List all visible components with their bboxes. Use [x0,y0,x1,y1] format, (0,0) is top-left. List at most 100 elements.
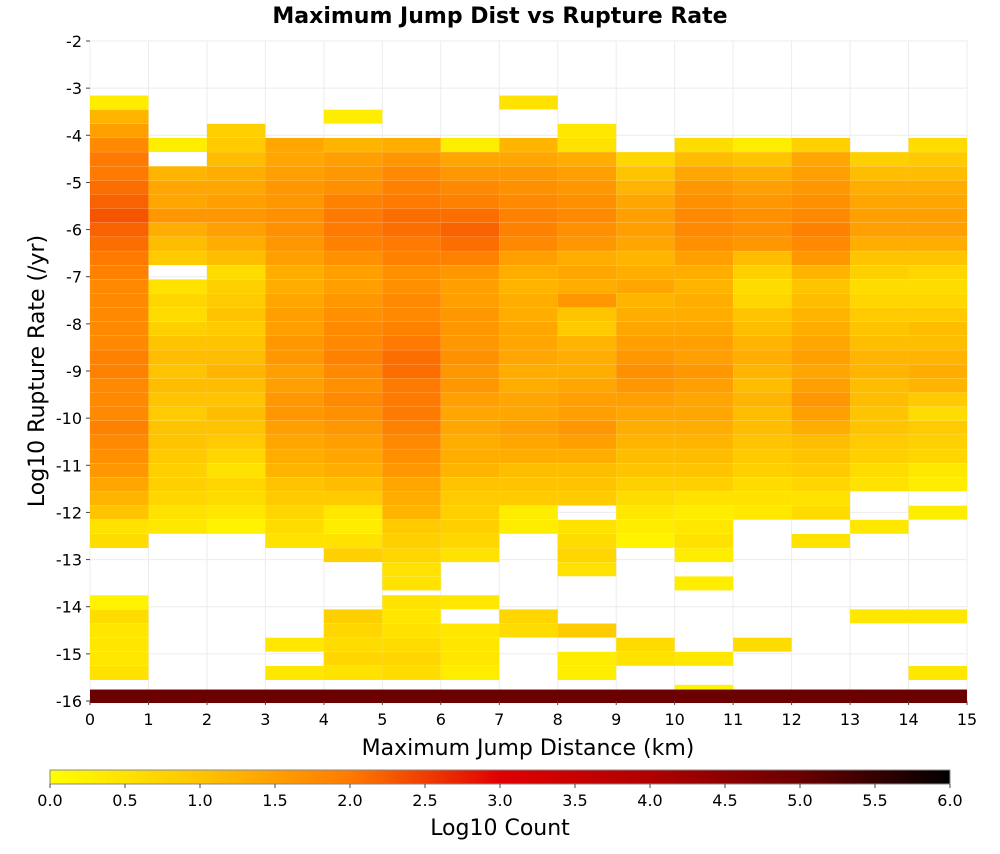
heatmap-cell [616,208,675,223]
heatmap-cell [265,236,324,251]
heatmap-cell [674,420,734,435]
heatmap-cell [323,505,383,520]
heatmap-cell [90,533,149,548]
heatmap-cell [499,406,558,421]
heatmap-cell [148,335,207,350]
heatmap-cell [206,166,266,181]
colorbar-tick-label: 1.0 [187,791,212,810]
heatmap-cell [323,420,383,435]
y-tick-label: -3 [66,79,82,98]
heatmap-cell [557,222,617,237]
heatmap-cell [499,335,558,350]
heatmap-cell [791,251,851,266]
heatmap-cell [148,434,207,449]
heatmap-cell [499,194,558,209]
heatmap-cell [323,406,383,421]
heatmap-cell [148,449,207,464]
heatmap-cell [499,463,558,478]
heatmap-cell [908,449,967,464]
heatmap-cell [908,194,967,209]
heatmap-cell [382,576,441,591]
heatmap-cell [733,293,792,308]
heatmap-cell [382,279,441,294]
heatmap-cell [440,491,500,506]
heatmap-cell [90,463,149,478]
heatmap-cell [206,335,266,350]
heatmap-cell [440,533,500,548]
heatmap-cell [265,420,324,435]
heatmap-cell [791,166,851,181]
heatmap-cell [850,350,909,365]
heatmap-cell [557,392,617,407]
heatmap-cell [265,637,324,652]
heatmap-cell [265,491,324,506]
y-axis-label: Log10 Rupture Rate (/yr) [25,235,50,507]
heatmap-cell [206,321,266,336]
heatmap-cell [206,194,266,209]
heatmap-cell [616,449,675,464]
heatmap-cell [791,137,851,152]
heatmap-cell [90,609,149,624]
heatmap-cell [908,321,967,336]
colorbar-tick-label: 0.0 [37,791,62,810]
heatmap-cell [908,279,967,294]
heatmap-cell [90,109,149,124]
heatmap-cell [440,434,500,449]
heatmap-cell [440,307,500,322]
heatmap-cell [616,406,675,421]
heatmap-cell [440,180,500,195]
colorbar-tick-label: 3.0 [487,791,512,810]
heatmap-cell [440,293,500,308]
heatmap-cell [90,651,149,666]
x-tick-label: 12 [781,710,801,729]
heatmap-cell [908,335,967,350]
heatmap-cell [557,335,617,350]
heatmap-cell [323,392,383,407]
heatmap-cell [265,463,324,478]
heatmap-cell [382,406,441,421]
heatmap-cell [791,406,851,421]
heatmap-cell [148,166,207,181]
heatmap-cell [148,477,207,492]
heatmap-cell [206,293,266,308]
heatmap-cell [440,406,500,421]
x-tick-label: 7 [494,710,504,729]
heatmap-cell [557,519,617,534]
colorbar-tick-label: 2.5 [412,791,437,810]
heatmap-cell [908,505,967,520]
heatmap-cell [908,265,967,280]
heatmap-cell [616,519,675,534]
heatmap-cell [557,420,617,435]
heatmap-cell [908,350,967,365]
heatmap-cell [733,236,792,251]
y-tick-label: -11 [56,456,82,475]
heatmap-cell [733,335,792,350]
y-tick-label: -5 [66,173,82,192]
heatmap-cell [733,477,792,492]
heatmap-cell [674,406,734,421]
heatmap-cell [323,519,383,534]
heatmap-cell [206,406,266,421]
heatmap-cell [382,350,441,365]
heatmap-cell [791,307,851,322]
heatmap-cell [323,434,383,449]
heatmap-cell [674,194,734,209]
heatmap-cell [382,265,441,280]
heatmap-cell [850,307,909,322]
heatmap-cell [90,406,149,421]
x-tick-label: 0 [85,710,95,729]
heatmap-cell [791,378,851,393]
heatmap-cell [499,137,558,152]
heatmap-cell [90,449,149,464]
heatmap-cell [733,279,792,294]
heatmap-cell [557,279,617,294]
heatmap-cell [90,420,149,435]
heatmap-cell [382,335,441,350]
heatmap-cell [206,350,266,365]
y-tick-label: -8 [66,315,82,334]
heatmap-cell [791,335,851,350]
heatmap-cell [323,265,383,280]
heatmap-cell [557,651,617,666]
heatmap-cell [733,637,792,652]
heatmap-cell [616,533,675,548]
